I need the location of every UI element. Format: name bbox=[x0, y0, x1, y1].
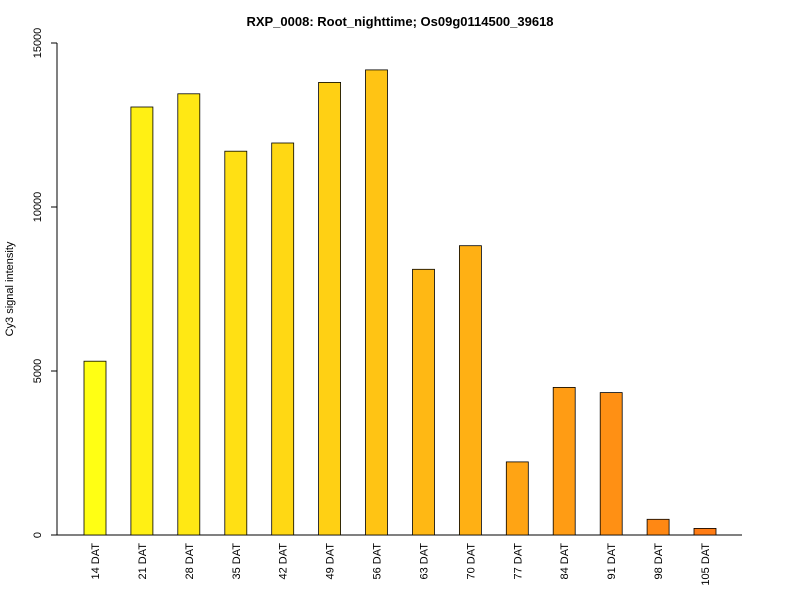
bar-35-dat bbox=[224, 150, 248, 536]
bar-42-dat bbox=[271, 142, 295, 536]
bar-98-dat bbox=[646, 518, 670, 536]
bar-28-dat bbox=[177, 93, 201, 536]
bar-77-dat bbox=[505, 461, 529, 536]
y-axis-label: Cy3 signal intensity bbox=[4, 241, 16, 336]
bar-70-dat bbox=[458, 245, 482, 536]
bar-63-dat bbox=[412, 268, 435, 536]
x-tick-label: 14 DAT bbox=[90, 543, 102, 580]
x-tick-label: 91 DAT bbox=[606, 543, 618, 580]
bar-14-dat bbox=[83, 360, 107, 536]
x-tick-label: 21 DAT bbox=[137, 543, 149, 580]
y-axis: 0 5000 10000 15000 bbox=[32, 28, 58, 538]
x-tick-label: 28 DAT bbox=[184, 543, 196, 580]
bar-49-dat bbox=[318, 82, 342, 536]
x-tick-label: 84 DAT bbox=[559, 543, 571, 580]
bar-21-dat bbox=[130, 106, 154, 536]
x-tick-label: 105 DAT bbox=[700, 543, 712, 586]
bar-84-dat bbox=[552, 386, 576, 536]
bars-group bbox=[83, 69, 717, 536]
bar-56-dat bbox=[365, 69, 388, 536]
x-tick-label: 35 DAT bbox=[231, 543, 243, 580]
x-tick-label: 98 DAT bbox=[653, 543, 665, 580]
x-tick-label: 77 DAT bbox=[512, 543, 524, 580]
x-tick-label: 70 DAT bbox=[465, 543, 477, 580]
bar-105-dat bbox=[693, 528, 717, 536]
y-tick-label: 5000 bbox=[32, 359, 44, 383]
y-tick-label: 15000 bbox=[32, 28, 44, 59]
x-axis: 14 DAT 21 DAT 28 DAT 35 DAT 42 DAT 49 DAT 56 D… bbox=[57, 534, 742, 586]
chart-title: RXP_0008: Root_nighttime; Os09g0114500_3… bbox=[246, 14, 553, 29]
x-tick-label: 63 DAT bbox=[418, 543, 430, 580]
x-tick-label: 49 DAT bbox=[325, 543, 337, 580]
x-tick-label: 56 DAT bbox=[372, 543, 384, 580]
y-tick-label: 10000 bbox=[32, 192, 44, 223]
bar-91-dat bbox=[599, 392, 623, 536]
y-tick-label: 0 bbox=[32, 532, 44, 538]
x-tick-label: 42 DAT bbox=[278, 543, 290, 580]
